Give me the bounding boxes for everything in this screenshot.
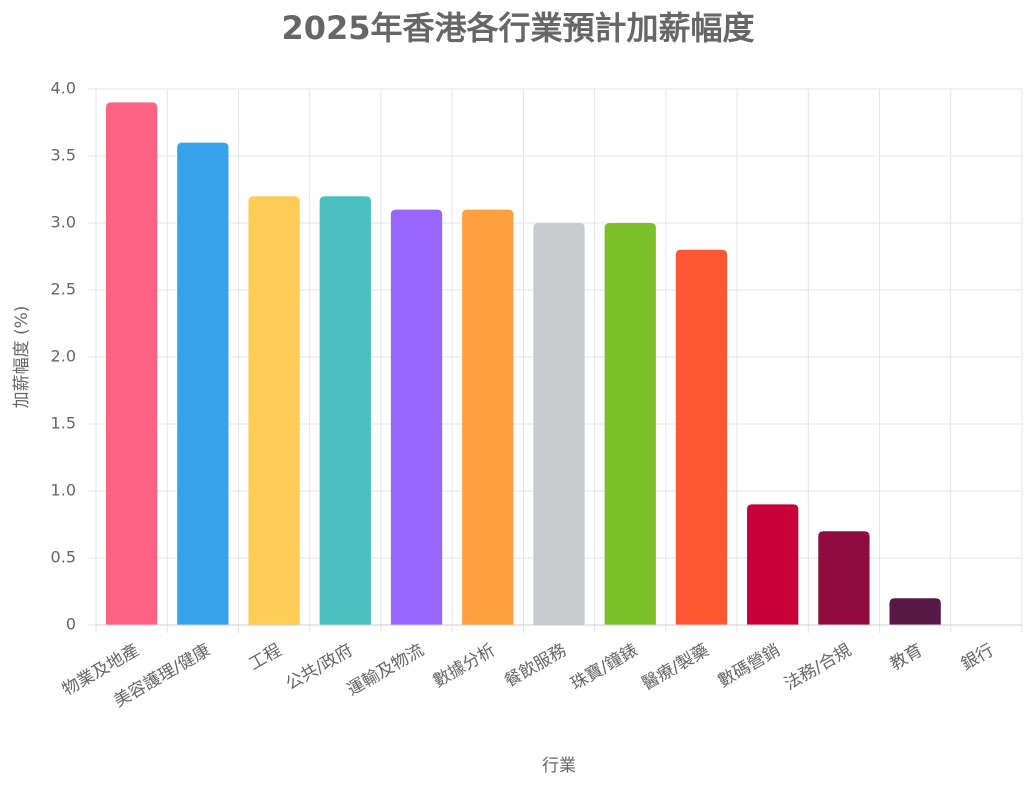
bar [818, 531, 870, 625]
bar [177, 142, 229, 625]
x-tick-label: 醫療/製藥 [639, 640, 713, 694]
bar [248, 196, 300, 625]
y-tick-label: 3.0 [51, 213, 76, 232]
y-tick-label: 1.5 [51, 414, 76, 433]
x-tick-label: 法務/合規 [781, 640, 855, 694]
y-tick-label: 0.5 [51, 548, 76, 567]
x-tick-label: 工程 [246, 640, 285, 674]
x-tick-label: 銀行 [958, 640, 997, 674]
x-axis-title: 行業 [542, 756, 576, 776]
x-tick-label: 餐飲服務 [501, 640, 570, 691]
y-tick-label: 2.5 [51, 280, 76, 299]
bar [675, 249, 728, 626]
y-tick-label: 1.0 [51, 481, 76, 500]
y-axis-title: 加薪幅度 (%) [12, 306, 32, 409]
y-tick-label: 2.0 [51, 347, 76, 366]
bar [319, 196, 371, 625]
x-tick-label: 運輸及物流 [344, 640, 428, 700]
y-tick-label: 3.5 [51, 146, 76, 165]
bar [105, 102, 158, 625]
bar [462, 209, 514, 625]
bar [747, 504, 799, 625]
chart-title: 2025年香港各行業預計加薪幅度 [281, 9, 754, 47]
y-tick-label: 4.0 [51, 79, 76, 98]
x-tick-label: 數碼營銷 [715, 640, 784, 691]
x-tick-label: 數據分析 [430, 640, 499, 691]
y-tick-label: 0 [66, 615, 76, 634]
bar [390, 209, 443, 625]
x-tick-label: 珠寶/鐘錶 [567, 639, 641, 694]
x-tick-label: 教育 [887, 640, 926, 674]
bar [889, 598, 941, 625]
bar [604, 223, 656, 625]
bar [533, 223, 585, 625]
